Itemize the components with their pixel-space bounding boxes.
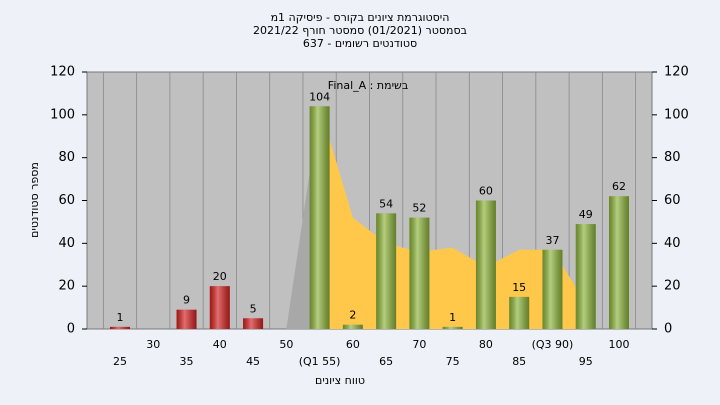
y-tick-label: 60 [58,193,75,208]
bar-shade [442,326,463,329]
title-line: היסטוגרמת ציונים בקורס - פיסיקה 1מ [271,11,450,24]
title-line: בסמסטר (01/2021) סמסטר חורף 2021/22 [253,24,467,37]
bar-shade [409,217,430,329]
value-label: 5 [250,302,257,315]
y2-tick-label: 20 [664,279,681,294]
value-label: 37 [545,234,559,247]
bar-shade [209,286,230,329]
x-tick-label: 50 [279,338,293,351]
bar-shade [376,213,397,329]
y2-tick-label: 0 [664,322,672,337]
value-label: 62 [612,180,626,193]
bar-shade [110,326,130,329]
y-tick-label: 40 [58,236,75,251]
x-tick-label: 45 [246,355,260,368]
value-label: 15 [512,281,526,294]
y2-tick-label: 60 [664,193,681,208]
bar-shade [575,224,596,329]
title-line: סטודנטים רשומים - 637 [303,37,417,50]
y2-tick-label: 120 [664,65,689,80]
x-tick-label: 70 [412,338,426,351]
x-tick-label: 60 [346,338,360,351]
bar-shade [342,324,363,329]
value-label: 104 [309,90,330,103]
x-tick-label: 75 [446,355,460,368]
value-label: 1 [117,311,124,324]
y-tick-label: 100 [50,107,75,122]
value-label: 52 [412,202,426,215]
bar-shade [475,200,496,329]
x-tick-label: 65 [379,355,393,368]
x-tick-label: 30 [146,338,160,351]
bar-shade [542,249,563,329]
bar-shade [509,296,530,329]
x-tick-label: 80 [479,338,493,351]
annotation: בשימת : Final_A [328,79,408,92]
bar-shade [609,196,629,329]
y-tick-label: 120 [50,65,75,80]
value-label: 49 [579,208,593,221]
bar-shade [309,106,330,330]
x-tick-label: (Q3 90) [532,338,574,351]
y2-tick-label: 100 [664,107,689,122]
value-label: 2 [349,309,356,322]
x-tick-label: 25 [113,355,127,368]
x-tick-label: 100 [609,338,630,351]
y-tick-label: 80 [58,150,75,165]
x-tick-label: 95 [579,355,593,368]
value-label: 60 [479,185,493,198]
x-axis-label: טווח ציונים [315,374,365,387]
x-tick-label: 35 [180,355,194,368]
y2-tick-label: 80 [664,150,681,165]
value-label: 1 [449,311,456,324]
value-label: 20 [213,270,227,283]
y-axis-label: מספר סטודנטים [28,162,41,238]
y-tick-label: 0 [67,322,75,337]
y-tick-label: 20 [58,279,75,294]
value-label: 9 [183,294,190,307]
bar-shade [243,318,264,329]
y2-tick-label: 40 [664,236,681,251]
x-tick-label: (Q1 55) [299,355,341,368]
bar-shade [176,309,197,329]
x-tick-label: 40 [213,338,227,351]
value-label: 54 [379,197,393,210]
x-tick-label: 85 [512,355,526,368]
